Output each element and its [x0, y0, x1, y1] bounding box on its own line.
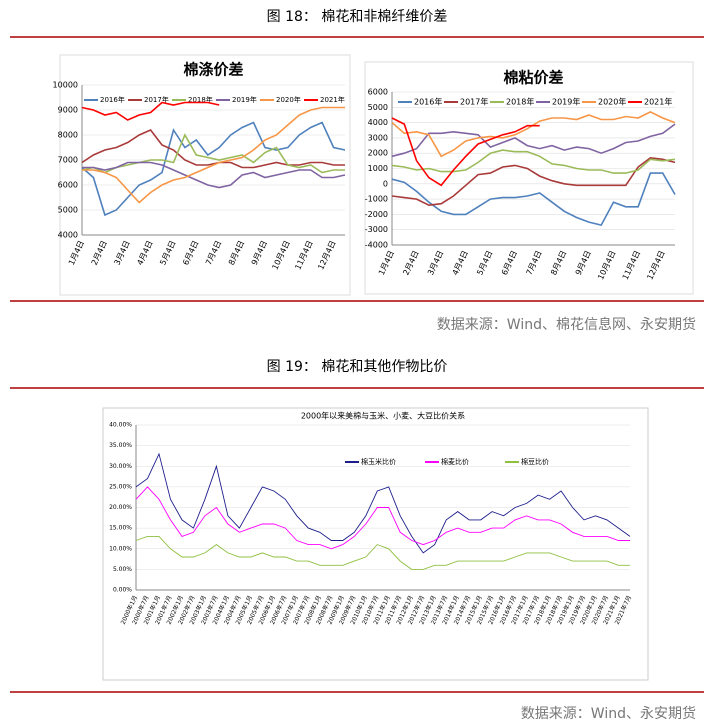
x-tick-label: 6月4日: [181, 239, 200, 267]
x-tick-label: 5月4日: [475, 249, 494, 277]
legend-label: 棉玉米比价: [361, 457, 396, 466]
series-line: [391, 156, 676, 207]
x-tick-label: 3月4日: [426, 249, 445, 277]
y-tick-label: 6000: [368, 88, 388, 97]
y-tick-label: -1000: [365, 195, 388, 204]
legend-label: 2018年: [188, 95, 213, 104]
y-tick-label: 4000: [368, 118, 388, 127]
y-tick-label: 40.00%: [109, 422, 132, 429]
chart-title: 棉涤价差: [183, 61, 243, 79]
x-tick-label: 7月4日: [525, 249, 544, 277]
chart-title: 2000年以来美棉与玉米、小麦、大豆比价关系: [301, 411, 465, 421]
y-tick-label: 3000: [368, 133, 388, 142]
y-tick-label: 10.00%: [109, 545, 132, 552]
x-tick-label: 8月4日: [227, 239, 246, 267]
chart-frame: [102, 407, 649, 681]
legend-label: 2018年: [506, 97, 534, 107]
source: 数据来源：Wind、棉花信息网、永安期货: [437, 316, 696, 333]
legend-label: 2016年: [100, 95, 125, 104]
series-line: [391, 117, 540, 187]
chart-frame: [364, 61, 694, 295]
x-tick-label: 10月4日: [271, 239, 292, 271]
legend-label: 2019年: [232, 95, 257, 104]
x-tick-label: 12月4日: [316, 239, 337, 271]
x-tick-label: 10月4日: [596, 249, 617, 281]
series-line: [391, 123, 676, 158]
x-tick-label: 7月4日: [204, 239, 223, 267]
y-tick-label: 2000: [368, 149, 388, 158]
y-tick-label: 30.00%: [109, 463, 132, 470]
series-line: [391, 172, 676, 227]
y-tick-label: 6000: [58, 181, 78, 190]
series-line: [81, 129, 345, 169]
series-line: [135, 452, 631, 554]
legend-label: 棉麦比价: [441, 457, 469, 466]
y-tick-label: 0.00%: [113, 587, 132, 594]
x-tick-label: 1月4日: [377, 249, 396, 277]
x-tick-label: 2月4日: [401, 249, 420, 277]
series-line: [135, 535, 630, 570]
y-tick-label: 15.00%: [109, 525, 132, 532]
legend-label: 棉豆比价: [521, 457, 549, 466]
chart-title: 棉粘价差: [503, 69, 563, 87]
x-tick-label: 3月4日: [113, 239, 132, 267]
x-tick-label: 9月4日: [574, 249, 593, 277]
series-line: [391, 149, 676, 174]
x-tick-label: 8月4日: [549, 249, 568, 277]
y-tick-label: 7000: [58, 156, 78, 165]
series-line: [135, 486, 630, 550]
legend-label: 2017年: [460, 97, 488, 107]
series-line: [82, 106, 345, 204]
figure-caption: 图 19： 棉花和其他作物比价: [267, 358, 448, 375]
x-tick-label: 9月4日: [250, 239, 269, 267]
x-tick-label: 5月4日: [158, 239, 177, 267]
y-tick-label: 5000: [368, 103, 388, 112]
series-line: [81, 133, 345, 174]
y-tick-label: 10000: [53, 81, 78, 90]
x-tick-label: 2月4日: [90, 239, 109, 267]
legend-label: 2021年: [320, 95, 345, 104]
y-tick-label: 9000: [58, 106, 78, 115]
y-tick-label: 25.00%: [109, 483, 132, 490]
x-tick-label: 4月4日: [451, 249, 470, 277]
y-tick-label: 20.00%: [109, 504, 132, 511]
figure-caption: 图 18： 棉花和非棉纤维价差: [267, 8, 448, 25]
y-tick-label: 5000: [58, 206, 78, 215]
x-tick-label: 1月4日: [67, 239, 86, 267]
y-tick-label: -2000: [365, 210, 388, 219]
y-tick-label: 0: [383, 179, 388, 188]
y-tick-label: 8000: [58, 131, 78, 140]
y-tick-label: 1000: [368, 164, 388, 173]
x-tick-label: 4月4日: [135, 239, 154, 267]
y-tick-label: -4000: [365, 241, 388, 250]
legend-label: 2020年: [598, 97, 626, 107]
legend-label: 2020年: [276, 95, 301, 104]
chart-frame: [59, 54, 351, 296]
source: 数据来源：Wind、永安期货: [521, 705, 696, 722]
x-tick-label: 11月4日: [621, 249, 642, 281]
legend-label: 2016年: [414, 97, 442, 107]
x-tick-label: 12月4日: [645, 249, 666, 281]
series-line: [81, 121, 346, 217]
legend-label: 2021年: [644, 97, 672, 107]
legend-label: 2017年: [144, 95, 169, 104]
series-line: [82, 161, 346, 189]
y-tick-label: 35.00%: [109, 442, 132, 449]
y-tick-label: 5.00%: [113, 566, 132, 573]
y-tick-label: -3000: [365, 225, 388, 234]
series-line: [81, 101, 220, 121]
legend-label: 2019年: [552, 97, 580, 107]
y-tick-label: 4000: [58, 231, 78, 240]
x-tick-label: 11月4日: [293, 239, 314, 271]
x-tick-label: 6月4日: [500, 249, 519, 277]
